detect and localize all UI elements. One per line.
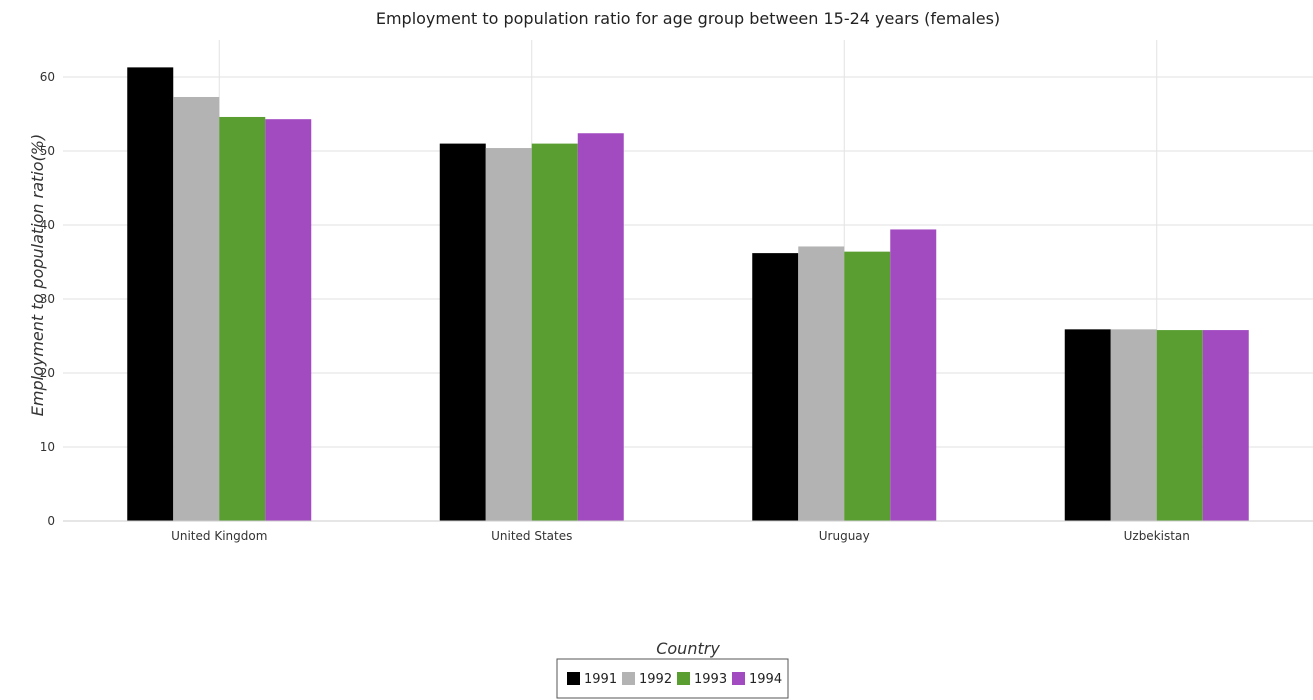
bar-1991-uzbekistan bbox=[1064, 329, 1111, 521]
bar-1992-united-kingdom bbox=[173, 96, 220, 521]
bar-1993-uzbekistan bbox=[1156, 330, 1203, 521]
y-tick-label: 30 bbox=[40, 292, 55, 306]
bar-1993-united-kingdom bbox=[219, 116, 266, 522]
y-tick-label: 10 bbox=[40, 440, 55, 454]
x-tick-label: United States bbox=[491, 529, 572, 543]
x-axis-title: Country bbox=[656, 639, 720, 658]
y-tick-label: 50 bbox=[40, 144, 55, 158]
bar-1994-uruguay bbox=[890, 229, 937, 521]
x-tick-label: United Kingdom bbox=[171, 529, 267, 543]
bar-1991-united-kingdom bbox=[127, 67, 174, 521]
bar-1991-uruguay bbox=[752, 253, 799, 521]
legend-swatch-1992 bbox=[622, 672, 635, 685]
y-tick-label: 60 bbox=[40, 70, 55, 84]
legend-label-1994: 1994 bbox=[749, 672, 782, 687]
x-tick-label: Uzbekistan bbox=[1124, 529, 1190, 543]
bar-1993-uruguay bbox=[844, 251, 891, 521]
bar-1992-united-states bbox=[485, 148, 532, 522]
legend-box bbox=[556, 658, 789, 699]
y-tick-label: 40 bbox=[40, 218, 55, 232]
x-axis: United Kingdom United States Uruguay Uzbeki… bbox=[63, 520, 1313, 543]
bar-1993-united-states bbox=[531, 143, 578, 521]
y-tick-label: 20 bbox=[40, 366, 55, 380]
bar-1994-united-states bbox=[577, 133, 624, 522]
legend-swatch-1993 bbox=[677, 672, 690, 685]
bar-1991-united-states bbox=[439, 143, 486, 521]
legend-swatch-1994 bbox=[732, 672, 745, 685]
bar-1994-united-kingdom bbox=[265, 119, 312, 522]
bar-1994-uzbekistan bbox=[1202, 330, 1249, 521]
bar-1992-uruguay bbox=[798, 246, 845, 521]
x-tick-label: Uruguay bbox=[819, 529, 870, 543]
legend: 1991 1992 1993 1994 bbox=[556, 658, 789, 699]
y-tick-label: 0 bbox=[47, 514, 55, 528]
legend-swatch-1991 bbox=[567, 672, 580, 685]
bars bbox=[127, 67, 1249, 522]
legend-label-1993: 1993 bbox=[694, 672, 727, 687]
y-axis: 0 10 20 30 40 50 60 bbox=[40, 70, 55, 528]
legend-label-1992: 1992 bbox=[639, 672, 672, 687]
bar-1992-uzbekistan bbox=[1110, 329, 1157, 521]
y-axis-title: Employment to population ratio(%) bbox=[28, 134, 47, 416]
chart-title: Employment to population ratio for age g… bbox=[376, 9, 1000, 28]
legend-label-1991: 1991 bbox=[584, 672, 617, 687]
